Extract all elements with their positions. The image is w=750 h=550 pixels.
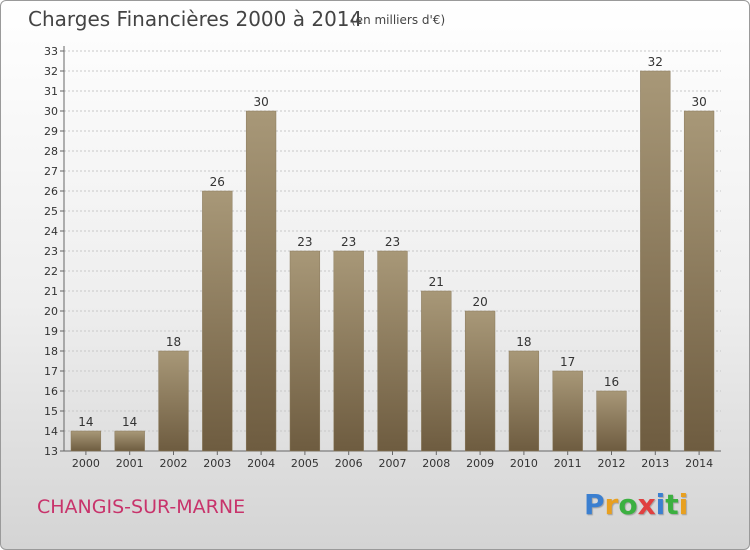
y-tick-label: 31: [44, 85, 58, 98]
x-tick-label-2003: 2003: [203, 457, 231, 470]
data-label-2011: 17: [560, 355, 575, 369]
data-label-2013: 32: [648, 55, 663, 69]
bar-2010: [508, 350, 540, 452]
x-tick-label-2014: 2014: [685, 457, 713, 470]
bar-2009: [464, 310, 496, 452]
data-label-2010: 18: [516, 335, 531, 349]
bar-2007: [377, 250, 408, 452]
y-tick-label: 33: [44, 45, 58, 58]
bar-2000: [70, 430, 102, 452]
y-tick-label: 26: [44, 185, 58, 198]
bar-2006: [333, 250, 364, 452]
data-label-2002: 18: [166, 335, 181, 349]
data-label-2009: 20: [472, 295, 487, 309]
y-tick-label: 13: [44, 445, 58, 458]
x-tick-label-2000: 2000: [72, 457, 100, 470]
commune-name: CHANGIS-SUR-MARNE: [37, 496, 246, 518]
data-label-2006: 23: [341, 235, 356, 249]
y-tick-label: 17: [44, 365, 58, 378]
x-tick-label-2012: 2012: [598, 457, 626, 470]
x-tick-label-2008: 2008: [422, 457, 450, 470]
x-tick-label-2011: 2011: [554, 457, 582, 470]
y-tick-label: 27: [44, 165, 58, 178]
data-label-2007: 23: [385, 235, 400, 249]
logo-letter: t: [665, 488, 679, 521]
y-tick-label: 16: [44, 385, 58, 398]
chart-subtitle: (en milliers d'€): [351, 13, 446, 27]
x-tick-label-2007: 2007: [379, 457, 407, 470]
x-tick-label-2002: 2002: [160, 457, 188, 470]
data-label-2001: 14: [122, 415, 137, 429]
y-tick-label: 24: [44, 225, 58, 238]
x-tick-label-2005: 2005: [291, 457, 319, 470]
y-tick-label: 18: [44, 345, 58, 358]
x-axis: 2000 2001 2002 2003 2004 2005 2006 2007 2008 2009…: [64, 450, 721, 470]
data-label-2004: 30: [253, 95, 268, 109]
data-label-2000: 14: [78, 415, 93, 429]
x-tick-label-2009: 2009: [466, 457, 494, 470]
bar-2014: [683, 110, 715, 452]
logo-letter: r: [604, 488, 619, 521]
data-label-2003: 26: [210, 175, 225, 189]
x-tick-label-2004: 2004: [247, 457, 275, 470]
y-tick-label: 19: [44, 325, 58, 338]
y-tick-label: 22: [44, 265, 58, 278]
data-label-2014: 30: [691, 95, 706, 109]
logo-letter: i: [655, 488, 666, 521]
bar-2008: [421, 290, 452, 452]
x-tick-label-2010: 2010: [510, 457, 538, 470]
logo-letter: P: [584, 488, 605, 521]
y-tick-label: 20: [44, 305, 58, 318]
y-tick-label: 29: [44, 125, 58, 138]
data-label-2005: 23: [297, 235, 312, 249]
y-tick-label: 23: [44, 245, 58, 258]
logo-letter: x: [637, 488, 656, 521]
data-label-2008: 21: [429, 275, 444, 289]
x-tick-label-2001: 2001: [116, 457, 144, 470]
y-tick-label: 21: [44, 285, 58, 298]
logo-letter: i: [678, 488, 689, 521]
x-tick-label-2013: 2013: [641, 457, 669, 470]
y-tick-label: 15: [44, 405, 58, 418]
y-axis: 13 14 15 16 17 18 19 20 21 22 23 24 25 26 27 28 29 30 31 32…: [44, 45, 65, 458]
bar-2005: [289, 250, 321, 452]
y-tick-label: 14: [44, 425, 58, 438]
y-tick-label: 30: [44, 105, 58, 118]
logo-letter: o: [618, 488, 638, 521]
y-tick-label: 32: [44, 65, 58, 78]
bar-2012: [596, 390, 627, 452]
data-label-2012: 16: [604, 375, 619, 389]
bar-2003: [202, 190, 233, 452]
proxiti-logo: Proxiti: [584, 488, 688, 521]
bar-2001: [114, 430, 145, 452]
bar-2013: [640, 70, 671, 452]
bar-2004: [245, 110, 277, 452]
x-tick-label-2006: 2006: [335, 457, 363, 470]
bar-2002: [158, 350, 189, 452]
y-tick-label: 25: [44, 205, 58, 218]
bars: 14 14 18 26 30 23 23 23 21 20 18 17 16 32 30: [70, 55, 715, 452]
y-tick-label: 28: [44, 145, 58, 158]
bar-2011: [552, 370, 583, 452]
chart-title: Charges Financières 2000 à 2014: [28, 7, 363, 31]
